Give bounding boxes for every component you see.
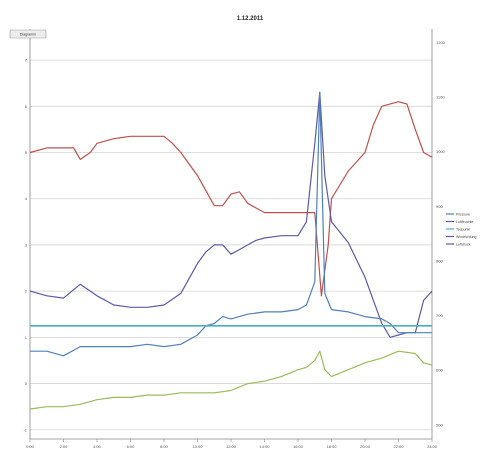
x-tick-label: 12:00 bbox=[226, 444, 237, 449]
axes bbox=[29, 29, 433, 442]
x-tick-label: 0:00 bbox=[26, 444, 35, 449]
x-tick-label: 22:00 bbox=[393, 444, 404, 449]
x-tick-label: 16:00 bbox=[293, 444, 304, 449]
x-tick-label: 8:00 bbox=[160, 444, 169, 449]
y-left-tick-labels: -1 0 1 2 3 4 5 6 7 bbox=[23, 58, 27, 433]
series-lines bbox=[29, 91, 433, 410]
x-tick-label: 20:00 bbox=[360, 444, 371, 449]
legend-entry: Taupunkt bbox=[456, 227, 470, 231]
y-right-tick-label: 1100 bbox=[436, 95, 445, 100]
x-tick-label: 10:00 bbox=[192, 444, 203, 449]
y-left-tick-label: 6 bbox=[25, 104, 28, 109]
legend: Pressure Luftfeuchte Taupunkt Windrichtung L… bbox=[446, 212, 476, 246]
legend-entry: Luftdruck bbox=[456, 242, 471, 246]
x-tick-labels: 0:00 2:00 4:00 6:00 8:00 10:00 12:00 14:00 16:00… bbox=[26, 444, 438, 449]
y-left-tick-label: 4 bbox=[25, 196, 28, 201]
y-right-tick-labels: 500 600 700 800 900 1000 1100 1200 bbox=[436, 40, 446, 427]
diagram-button[interactable]: Diagramm bbox=[9, 29, 47, 39]
legend-entry: Windrichtung bbox=[456, 235, 476, 239]
y-left-tick-label: 2 bbox=[25, 289, 28, 294]
y-right-tick-label: 1000 bbox=[436, 149, 446, 154]
x-tick-label: 6:00 bbox=[127, 444, 136, 449]
y-right-tick-label: 900 bbox=[436, 204, 443, 209]
series-red-line bbox=[29, 101, 433, 297]
y-right-tick-label: 700 bbox=[436, 313, 443, 318]
series-purple-line bbox=[29, 91, 433, 338]
x-tick-label: 24:00 bbox=[427, 444, 438, 449]
y-left-tick-label: 5 bbox=[25, 150, 28, 155]
legend-entry: Pressure bbox=[456, 212, 470, 216]
y-left-tick-label: 7 bbox=[25, 58, 28, 63]
y-left-tick-label: 1 bbox=[25, 335, 28, 340]
y-left-tick-label: -1 bbox=[23, 427, 27, 432]
series-green-line bbox=[29, 350, 433, 410]
y-left-tick-label: 3 bbox=[25, 242, 28, 247]
legend-entry: Luftfeuchte bbox=[456, 220, 473, 224]
y-right-tick-label: 800 bbox=[436, 258, 443, 263]
x-tick-label: 14:00 bbox=[259, 444, 270, 449]
gridlines bbox=[30, 59, 432, 431]
series-blue-line bbox=[30, 91, 432, 357]
x-tick-label: 2:00 bbox=[60, 444, 69, 449]
y-right-tick-label: 600 bbox=[436, 368, 443, 373]
x-tick-label: 4:00 bbox=[93, 444, 102, 449]
y-right-tick-label: 1200 bbox=[436, 40, 446, 45]
y-left-tick-label: 0 bbox=[25, 381, 28, 386]
chart-title: 1.12.2011 bbox=[237, 16, 264, 22]
diagram-button-label: Diagramm bbox=[20, 33, 36, 37]
y-right-tick-label: 500 bbox=[436, 422, 443, 427]
x-tick-label: 18:00 bbox=[326, 444, 337, 449]
